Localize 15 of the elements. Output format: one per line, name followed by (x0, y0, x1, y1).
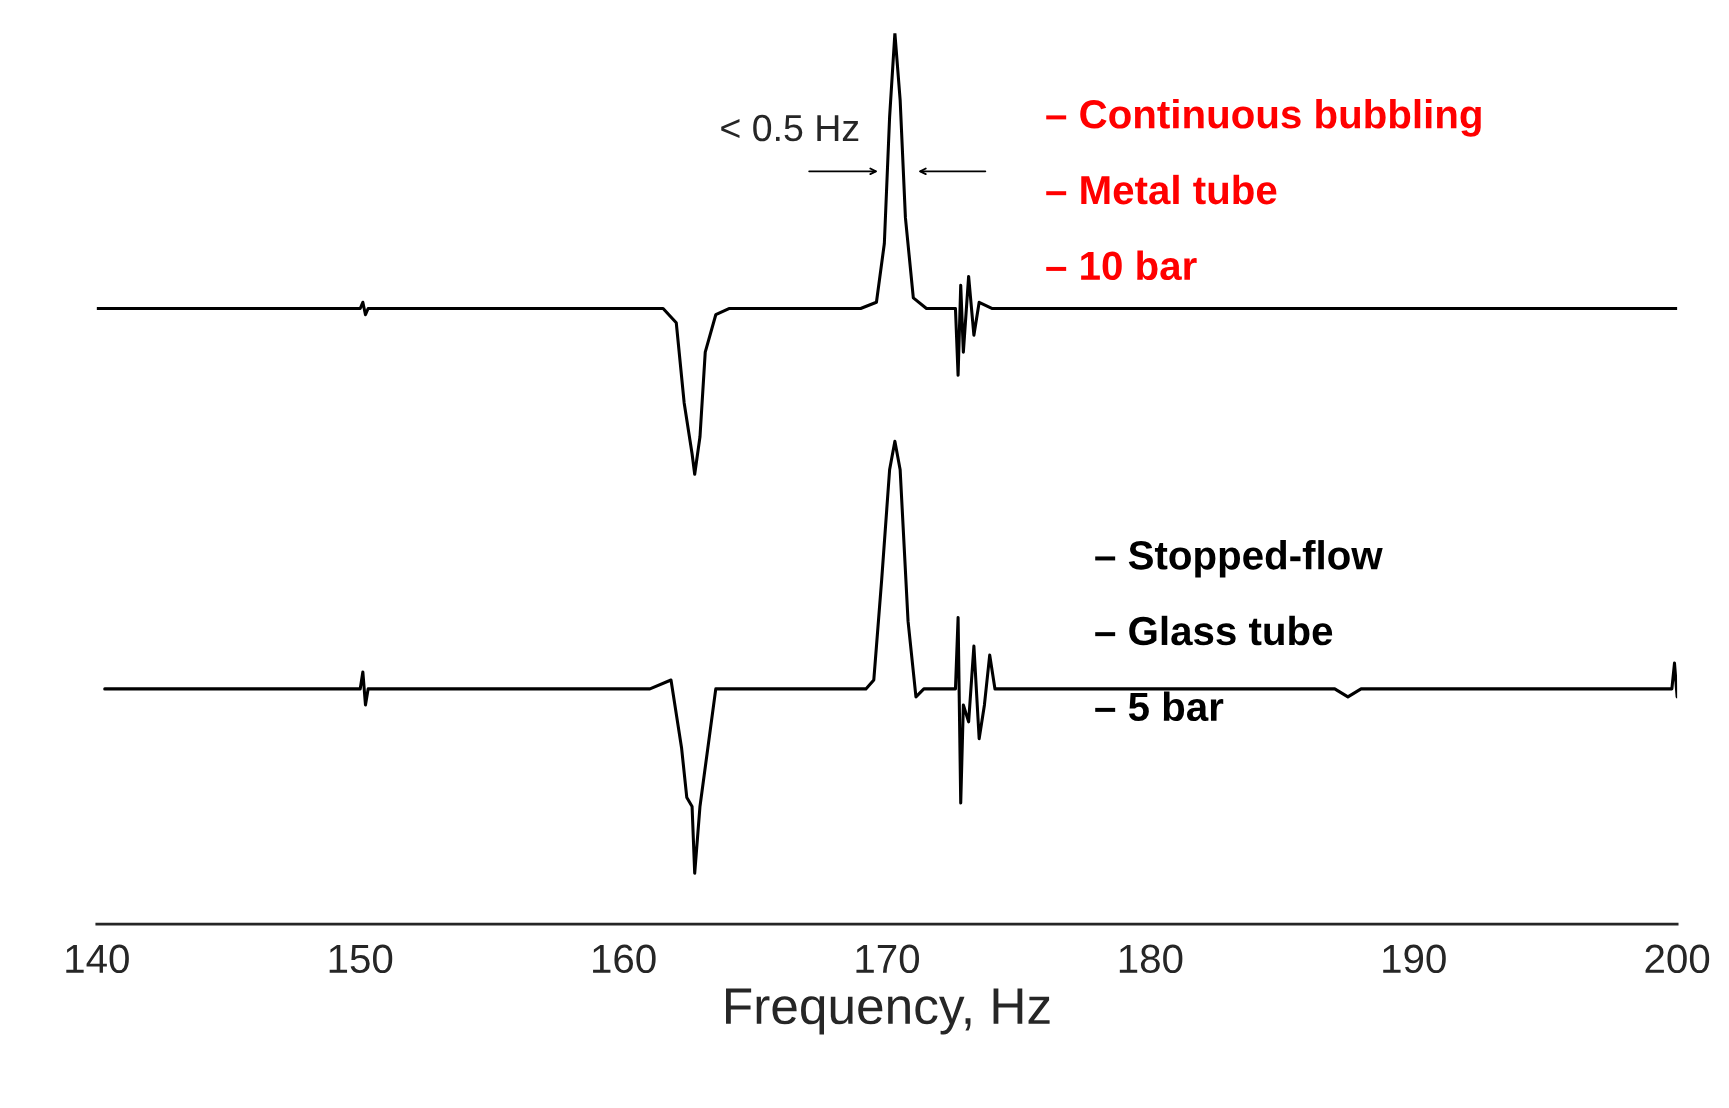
x-tick-label: 160 (593, 944, 656, 974)
annotation: – Metal tube (1046, 174, 1277, 205)
annotation: – 10 bar (1046, 250, 1197, 281)
x-tick-label: 150 (329, 944, 393, 974)
annotation: – 5 bar (1095, 691, 1224, 722)
x-tick-label: 200 (1645, 944, 1710, 974)
x-axis-title: Frequency, Hz (726, 988, 1050, 1035)
x-tick-label: 140 (66, 944, 129, 974)
annotation: < 0.5 Hz (721, 114, 859, 142)
x-tick-label: 190 (1383, 944, 1446, 974)
x-tick-label: 170 (856, 944, 920, 974)
annotation: – Glass tube (1095, 615, 1333, 646)
annotation: – Stopped-flow (1095, 540, 1383, 578)
annotation: – Continuous bubbling (1046, 99, 1481, 137)
x-tick-label: 180 (1119, 944, 1183, 974)
